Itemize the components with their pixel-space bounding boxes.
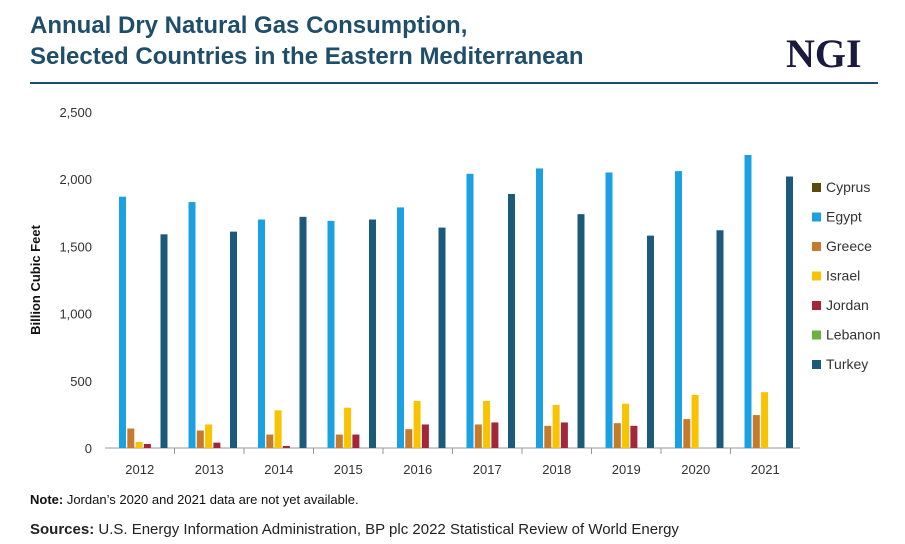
- x-tick-label: 2017: [473, 462, 502, 477]
- y-tick-label: 2,000: [59, 172, 92, 187]
- bar-egypt-2013: [188, 202, 196, 448]
- bar-egypt-2014: [258, 219, 265, 448]
- bar-jordan-2014: [282, 445, 290, 448]
- x-tick-label: 2021: [751, 462, 780, 477]
- sources-line: Sources: U.S. Energy Information Adminis…: [30, 521, 679, 538]
- bar-jordan-2019: [630, 425, 638, 448]
- bar-israel-2012: [135, 441, 143, 448]
- x-tick-label: 2018: [542, 462, 571, 477]
- legend-swatch-jordan: [812, 301, 821, 310]
- x-tick-label: 2020: [681, 462, 710, 477]
- legend-swatch-egypt: [812, 212, 821, 222]
- bar-egypt-2019: [605, 172, 613, 448]
- legend-swatch-cyprus: [812, 183, 821, 192]
- bar-israel-2013: [205, 424, 213, 448]
- bar-israel-2018: [552, 404, 560, 448]
- bar-greece-2013: [196, 430, 204, 448]
- bar-egypt-2017: [466, 173, 474, 448]
- bar-egypt-2016: [397, 207, 404, 448]
- bar-greece-2017: [474, 424, 482, 448]
- bar-jordan-2013: [213, 442, 221, 448]
- bar-israel-2014: [274, 410, 282, 448]
- bar-jordan-2018: [560, 422, 568, 448]
- y-tick-label: 1,500: [59, 239, 92, 254]
- bar-turkey-2017: [508, 193, 515, 448]
- bar-greece-2016: [405, 429, 413, 448]
- legend-swatch-lebanon: [812, 330, 821, 340]
- bar-greece-2012: [127, 428, 135, 448]
- bar-turkey-2012: [160, 234, 168, 448]
- y-tick-label: 0: [85, 441, 92, 456]
- bar-turkey-2018: [577, 214, 585, 448]
- y-tick-label: 2,500: [59, 105, 92, 120]
- bar-turkey-2013: [230, 231, 237, 448]
- legend-swatch-greece: [812, 242, 821, 251]
- bar-israel-2019: [622, 403, 630, 448]
- x-tick-label: 2013: [195, 462, 224, 477]
- x-tick-label: 2015: [334, 462, 363, 477]
- bar-turkey-2016: [438, 227, 446, 448]
- footnote: Note: Jordan’s 2020 and 2021 data are no…: [30, 492, 359, 507]
- legend-label-israel: Israel: [826, 268, 860, 284]
- ngi-logo: NGI: [786, 31, 862, 76]
- bar-greece-2015: [335, 434, 343, 448]
- bar-israel-2017: [483, 400, 491, 448]
- bar-jordan-2016: [421, 424, 429, 448]
- bar-turkey-2021: [786, 176, 793, 448]
- legend-label-turkey: Turkey: [826, 356, 868, 372]
- y-tick-label: 500: [70, 374, 92, 389]
- bar-greece-2018: [544, 425, 552, 448]
- x-tick-label: 2019: [612, 462, 641, 477]
- bar-jordan-2017: [491, 422, 499, 448]
- bar-israel-2021: [761, 392, 769, 448]
- bar-egypt-2012: [119, 196, 126, 448]
- bar-greece-2019: [613, 423, 621, 448]
- bar-israel-2016: [413, 400, 421, 448]
- legend-label-cyprus: Cyprus: [826, 179, 870, 195]
- bar-turkey-2020: [716, 230, 724, 448]
- note-label: Note:: [30, 492, 64, 507]
- sources-text: U.S. Energy Information Administration, …: [94, 521, 679, 538]
- bar-greece-2014: [266, 434, 274, 448]
- bar-egypt-2018: [536, 168, 543, 448]
- bar-israel-2020: [691, 394, 699, 448]
- title-divider: [30, 82, 878, 84]
- bar-egypt-2020: [675, 171, 682, 449]
- y-tick-label: 1,000: [59, 307, 92, 322]
- legend-label-jordan: Jordan: [826, 297, 869, 313]
- bar-chart: 0 500 1,000 1,500 2,000 2,500 Billion Cubic Fe…: [28, 105, 881, 477]
- bar-israel-2015: [344, 407, 352, 448]
- bar-jordan-2015: [352, 434, 360, 448]
- legend-swatch-israel: [812, 271, 821, 281]
- legend-swatch-turkey: [812, 360, 821, 369]
- bar-greece-2021: [752, 415, 760, 448]
- x-tick-label: 2016: [403, 462, 432, 477]
- note-text: Jordan’s 2020 and 2021 data are not yet …: [63, 492, 359, 507]
- bar-jordan-2012: [143, 443, 151, 448]
- bar-turkey-2014: [299, 216, 307, 448]
- legend-label-lebanon: Lebanon: [826, 327, 881, 343]
- bar-turkey-2015: [369, 219, 376, 448]
- title-line-2: Selected Countries in the Eastern Medite…: [30, 43, 584, 70]
- bar-turkey-2019: [647, 235, 654, 448]
- sources-label: Sources:: [30, 521, 95, 538]
- bar-egypt-2015: [327, 220, 335, 448]
- bar-greece-2020: [683, 419, 691, 448]
- bar-egypt-2021: [744, 155, 752, 448]
- x-tick-label: 2012: [125, 462, 154, 477]
- legend-label-egypt: Egypt: [826, 209, 862, 225]
- chart-title: Annual Dry Natural Gas Consumption, Sele…: [30, 10, 750, 72]
- legend-label-greece: Greece: [826, 238, 872, 254]
- title-line-1: Annual Dry Natural Gas Consumption,: [30, 12, 468, 39]
- y-axis-label: Billion Cubic Feet: [28, 224, 43, 334]
- x-tick-label: 2014: [264, 462, 293, 477]
